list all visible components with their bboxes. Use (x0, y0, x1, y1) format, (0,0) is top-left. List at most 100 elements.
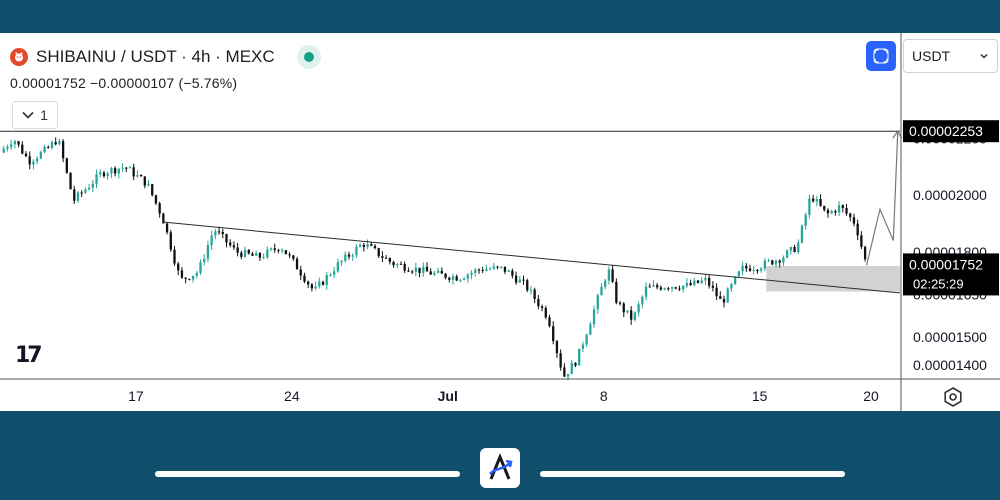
candle-body (756, 270, 759, 272)
candle-body (711, 285, 715, 288)
candle-body (95, 174, 98, 184)
settings-hexagon-icon[interactable] (942, 386, 964, 408)
candle-body (860, 235, 863, 247)
candle-body (856, 223, 859, 236)
nav-gesture-bar-left[interactable] (155, 471, 460, 477)
candle-body (303, 275, 306, 282)
fullscreen-icon (873, 48, 889, 64)
candle-body (403, 264, 406, 271)
candle-body (214, 231, 217, 236)
app-logo-icon[interactable] (480, 448, 520, 488)
currency-value: USDT (912, 48, 951, 64)
candle-body (314, 286, 317, 289)
indicator-collapse-button[interactable]: 1 (12, 101, 58, 129)
candle-body (611, 269, 614, 282)
candle-body (221, 231, 224, 235)
candle-body (373, 245, 377, 249)
candle-body (318, 281, 321, 287)
chart-svg[interactable]: 0.000022000.000020000.000018000.00001650… (0, 33, 1000, 411)
candle-body (240, 252, 243, 257)
candle-body (173, 249, 176, 264)
candle-body (147, 184, 150, 186)
candle-body (24, 153, 28, 157)
target-price-label: 0.00002253 (909, 123, 983, 139)
candle-body (381, 256, 384, 258)
candle-body (21, 144, 24, 154)
last-price-badge (903, 253, 999, 296)
candle-body (158, 203, 161, 214)
candle-body (39, 152, 42, 159)
candle-body (236, 247, 239, 253)
candle-body (778, 260, 781, 263)
candle-body (789, 246, 792, 251)
candle-body (162, 213, 165, 224)
candle-body (785, 250, 789, 258)
candle-body (203, 258, 206, 263)
candle-body (121, 167, 124, 169)
chevron-down-icon (980, 53, 988, 59)
candle-body (288, 254, 291, 256)
candle-body (295, 258, 299, 270)
candle-body (533, 289, 536, 300)
candle-body (2, 148, 5, 153)
candle-body (362, 244, 366, 247)
candle-body (526, 280, 529, 291)
candle-body (745, 265, 748, 269)
fullscreen-button[interactable] (866, 41, 896, 71)
candle-body (329, 274, 332, 276)
candle-body (392, 261, 395, 266)
candle-body (61, 141, 65, 159)
candle-body (444, 273, 447, 278)
candle-body (837, 205, 841, 213)
candle-body (767, 260, 770, 262)
candle-body (737, 271, 741, 277)
nav-gesture-bar-right[interactable] (540, 471, 845, 477)
candle-body (47, 147, 50, 149)
candle-body (84, 189, 87, 193)
candle-body (834, 211, 837, 213)
candle-body (488, 268, 492, 270)
candle-body (503, 266, 507, 272)
candle-body (43, 147, 46, 153)
projection-arrowhead (892, 130, 903, 139)
candle-body (763, 260, 767, 269)
candle-body (685, 282, 689, 286)
candle-body (225, 234, 228, 243)
candle-body (733, 276, 737, 285)
candle-body (333, 271, 336, 275)
currency-select[interactable]: USDT (903, 39, 998, 73)
candle-body (232, 245, 236, 248)
candle-body (800, 225, 804, 243)
candle-body (344, 254, 347, 261)
candle-body (715, 287, 718, 297)
candle-body (544, 307, 547, 318)
candle-body (113, 168, 117, 174)
target-price-badge (903, 120, 999, 143)
symbol-header[interactable]: SHIBAINU / USDT · 4h · MEXC (10, 45, 321, 69)
candle-body (418, 267, 421, 273)
candle-body (566, 374, 570, 377)
candle-body (678, 288, 681, 290)
candle-body (771, 260, 774, 265)
candle-body (552, 326, 555, 342)
candle-body (69, 172, 72, 190)
x-tick-label: 8 (600, 388, 608, 404)
tradingview-logo[interactable]: 17 (15, 343, 43, 368)
candle-body (169, 232, 172, 250)
candle-body (548, 317, 551, 327)
candle-body (414, 267, 417, 272)
candle-body (106, 173, 109, 177)
trend-line (162, 221, 901, 294)
candle-body (674, 287, 677, 289)
candle-body (165, 223, 169, 233)
candle-body (340, 260, 343, 263)
candle-body (125, 167, 128, 169)
candle-body (307, 281, 310, 285)
candle-body (845, 208, 848, 214)
candle-body (485, 269, 488, 271)
candle-body (518, 279, 521, 283)
candle-body (273, 248, 276, 250)
candle-body (700, 280, 703, 283)
candle-body (448, 277, 451, 280)
candle-body (399, 263, 403, 265)
